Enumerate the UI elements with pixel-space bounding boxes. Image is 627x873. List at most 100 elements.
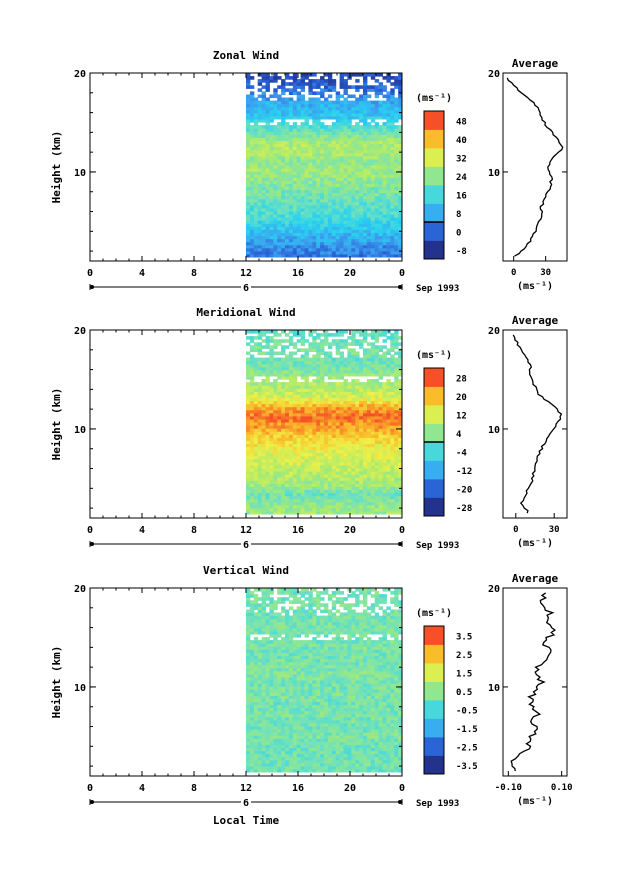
day-marker xyxy=(398,800,402,804)
colorbar-swatch xyxy=(424,222,444,241)
colorbar-swatch xyxy=(424,111,444,130)
day-label: 6 xyxy=(243,798,249,809)
average-x-tick-label: 0 xyxy=(511,268,516,278)
average-title: Average xyxy=(512,57,559,70)
colorbar-swatch xyxy=(424,203,444,223)
x-tick-label: 16 xyxy=(292,268,304,279)
y-axis-label: Height (km) xyxy=(50,646,63,719)
day-marker xyxy=(90,542,94,546)
colorbar-swatch xyxy=(424,166,444,186)
x-tick-label: 4 xyxy=(139,268,145,279)
colorbar-swatch xyxy=(424,240,444,260)
colorbar-label: -12 xyxy=(456,467,472,477)
average-y-tick-label: 10 xyxy=(488,683,500,694)
colorbar-label: -4 xyxy=(456,448,467,458)
x-tick-label: 0 xyxy=(399,268,405,279)
colorbar-swatch xyxy=(424,681,444,701)
y-tick-label: 10 xyxy=(74,683,86,694)
x-tick-label: 0 xyxy=(87,525,93,536)
x-tick-label: 8 xyxy=(191,525,197,536)
average-x-tick-label: -0.10 xyxy=(495,783,522,793)
date-label: Sep 1993 xyxy=(416,284,459,294)
colorbar-swatch xyxy=(424,423,444,443)
colorbar-label: 4 xyxy=(456,430,462,440)
x-tick-label: 8 xyxy=(191,783,197,794)
average-title: Average xyxy=(512,314,559,327)
colorbar-label: -8 xyxy=(456,247,467,257)
colorbar-label: 16 xyxy=(456,191,467,201)
x-tick-label: 20 xyxy=(344,783,356,794)
average-title: Average xyxy=(512,572,559,585)
average-y-tick-label: 10 xyxy=(488,425,500,436)
colorbar-label: -1.5 xyxy=(456,725,478,735)
colorbar-swatch xyxy=(424,479,444,498)
colorbar-swatch xyxy=(424,405,444,424)
average-x-tick-label: 30 xyxy=(540,268,551,278)
colorbar-label: -0.5 xyxy=(456,706,478,716)
colorbar-label: 20 xyxy=(456,393,467,403)
average-frame xyxy=(502,72,568,262)
average-frame xyxy=(502,329,568,519)
average-x-label: (ms⁻¹) xyxy=(517,538,553,549)
average-y-tick-label: 20 xyxy=(488,69,500,80)
y-tick-label: 10 xyxy=(74,425,86,436)
x-axis-label: Local Time xyxy=(213,814,280,827)
x-tick-label: 4 xyxy=(139,525,145,536)
colorbar-label: 28 xyxy=(456,374,467,384)
x-tick-label: 0 xyxy=(399,783,405,794)
heatmap-field xyxy=(246,330,403,515)
colorbar-label: 0 xyxy=(456,228,461,238)
colorbar-unit: (ms⁻¹) xyxy=(416,608,452,619)
y-tick-label: 20 xyxy=(74,326,86,337)
colorbar-swatch xyxy=(424,700,444,719)
colorbar-label: 0.5 xyxy=(456,688,472,698)
panel-meridional-wind: Meridional Wind 0 4 8 12 16 20 0 10 20 Height (km)… xyxy=(50,306,568,551)
colorbar-swatch xyxy=(424,626,444,645)
colorbar-label: -20 xyxy=(456,485,472,495)
day-label: 6 xyxy=(243,283,249,294)
colorbar-swatch xyxy=(424,755,444,775)
average-frame xyxy=(502,587,568,777)
average-x-tick-label: 30 xyxy=(549,525,560,535)
date-label: Sep 1993 xyxy=(416,541,459,551)
colorbar-label: -3.5 xyxy=(456,762,478,772)
x-tick-label: 0 xyxy=(399,525,405,536)
colorbar-swatch xyxy=(424,644,444,664)
colorbar-swatch xyxy=(424,718,444,738)
colorbar-swatch xyxy=(424,129,444,149)
date-label: Sep 1993 xyxy=(416,799,459,809)
colorbar-swatch xyxy=(424,148,444,167)
average-y-tick-label: 20 xyxy=(488,584,500,595)
colorbar-label: 32 xyxy=(456,154,467,164)
chart-title: Meridional Wind xyxy=(196,306,295,319)
day-label-bg xyxy=(241,796,251,808)
x-tick-label: 12 xyxy=(240,783,252,794)
y-tick-label: 20 xyxy=(74,69,86,80)
average-profile-line xyxy=(512,334,563,514)
colorbar-swatch xyxy=(424,497,444,517)
day-label-bg xyxy=(241,538,251,550)
colorbar-swatch xyxy=(424,442,444,461)
average-profile-line xyxy=(506,77,564,257)
colorbar-swatch xyxy=(424,737,444,756)
colorbar-swatch xyxy=(424,185,444,204)
x-tick-label: 8 xyxy=(191,268,197,279)
colorbar-label: 8 xyxy=(456,210,461,220)
x-tick-label: 16 xyxy=(292,525,304,536)
average-profile-line xyxy=(510,592,557,772)
colorbar-swatch xyxy=(424,368,444,387)
x-tick-label: 16 xyxy=(292,783,304,794)
x-tick-label: 12 xyxy=(240,268,252,279)
day-marker xyxy=(90,800,94,804)
chart-title: Vertical Wind xyxy=(203,564,289,577)
colorbar-label: 24 xyxy=(456,173,467,183)
x-tick-label: 4 xyxy=(139,783,145,794)
x-tick-label: 0 xyxy=(87,268,93,279)
day-label: 6 xyxy=(243,540,249,551)
x-tick-label: 12 xyxy=(240,525,252,536)
x-tick-label: 20 xyxy=(344,525,356,536)
colorbar-swatch xyxy=(424,386,444,406)
